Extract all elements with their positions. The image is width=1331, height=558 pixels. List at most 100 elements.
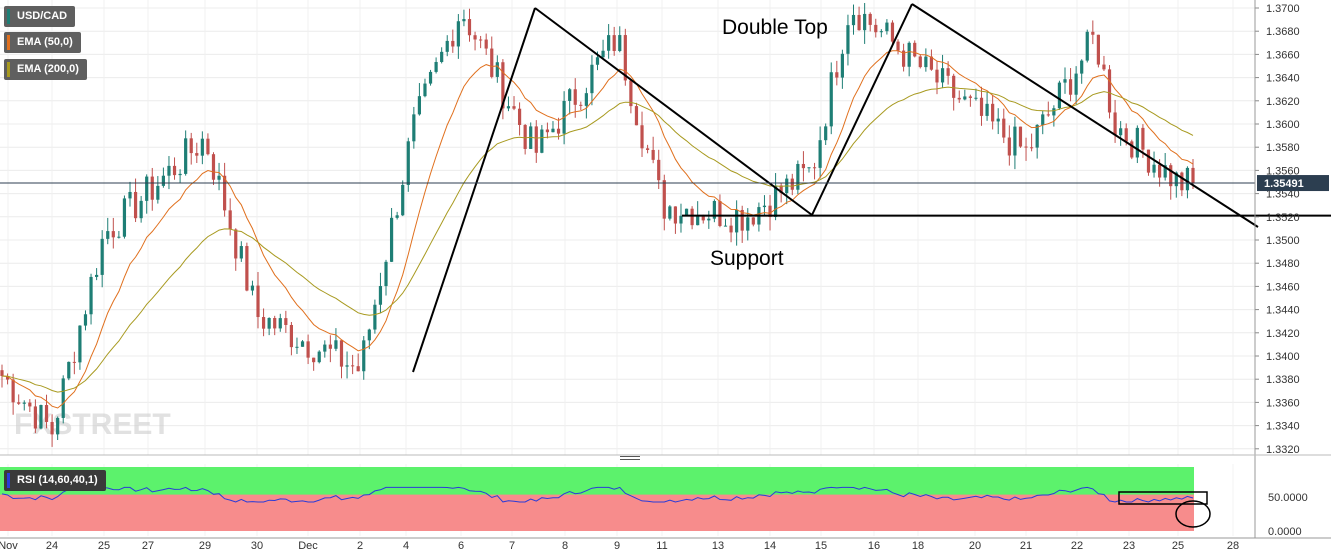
double-top-label: Double Top: [722, 16, 828, 39]
candle-body: [735, 209, 739, 233]
panel-resize-handle[interactable]: [620, 456, 640, 462]
candle-body: [1057, 82, 1062, 109]
candle-body: [451, 40, 455, 47]
candle-body: [106, 231, 110, 239]
candle-body: [5, 375, 10, 380]
x-tick-label: 9: [614, 540, 620, 552]
legend-ema50[interactable]: EMA (50,0): [4, 32, 81, 53]
candle-body: [389, 217, 394, 262]
candle-body: [1169, 165, 1173, 187]
grid: [0, 0, 1255, 536]
candle-body: [751, 217, 755, 225]
candle-body: [434, 61, 438, 72]
candle-body: [95, 274, 99, 277]
candle-body: [684, 208, 689, 216]
candle-body: [1013, 126, 1017, 156]
x-tick-label: Dec: [298, 540, 318, 552]
candle-body: [634, 106, 639, 126]
x-tick-label: 27: [142, 540, 154, 552]
candle-body: [334, 340, 338, 349]
x-tick-label: 14: [764, 540, 776, 552]
legend-symbol[interactable]: USD/CAD: [4, 6, 76, 27]
rsi-oversold-zone: [0, 494, 1194, 531]
candle-body: [1096, 34, 1100, 65]
rsi-overbought-zone: [0, 467, 1194, 498]
candle-body: [67, 361, 71, 379]
ema-50-line: [1, 50, 1194, 409]
candle-body: [1130, 141, 1134, 158]
candle-body: [256, 285, 260, 318]
price-tick-label: 1.3680: [1266, 26, 1300, 38]
legend-rsi-label: RSI (14,60,40,1): [17, 474, 98, 486]
candle-body: [963, 96, 967, 100]
x-tick-label: 2: [357, 540, 363, 552]
candle-body: [540, 129, 544, 153]
candle-body: [1035, 124, 1039, 148]
candle-body: [312, 357, 316, 363]
candle-body: [395, 215, 399, 218]
candle-body: [773, 185, 778, 217]
candle-body: [612, 35, 616, 51]
price-tick-label: 1.3620: [1266, 96, 1300, 108]
x-tick-label: 16: [868, 540, 880, 552]
legend-ema200[interactable]: EMA (200,0): [4, 59, 87, 80]
candle-body: [618, 35, 622, 51]
candle-body: [206, 138, 210, 155]
candle-body: [267, 318, 271, 329]
candle-body: [339, 340, 344, 367]
candle-body: [83, 314, 88, 326]
price-tick-label: 1.3380: [1266, 374, 1300, 386]
candle-body: [1002, 118, 1006, 138]
candle-body: [1174, 172, 1178, 187]
legend-rsi[interactable]: RSI (14,60,40,1): [4, 470, 106, 491]
x-tick-label: 11: [656, 540, 667, 552]
price-tick-label: 1.3340: [1266, 421, 1300, 433]
candle-body: [979, 97, 984, 116]
x-tick-label: 25: [1172, 540, 1184, 552]
candle-body: [445, 40, 449, 52]
candle-body: [929, 56, 934, 70]
candle-body: [718, 201, 722, 226]
candle-body: [423, 83, 427, 97]
candle-body: [178, 173, 182, 176]
candle-body: [373, 304, 377, 330]
price-tick-label: 1.3400: [1266, 351, 1300, 363]
candle-body: [668, 206, 672, 219]
candle-body: [89, 276, 93, 315]
candle-body: [940, 68, 945, 83]
candle-body: [796, 163, 800, 190]
candle-body: [161, 175, 165, 186]
x-tick-label: 13: [712, 540, 724, 552]
candle-body: [1102, 64, 1106, 70]
candle-body: [985, 103, 989, 116]
candle-body: [289, 324, 294, 348]
x-tick-label: 6: [458, 540, 464, 552]
candle-body: [1007, 137, 1011, 156]
candle-body: [11, 379, 15, 403]
candle-body: [100, 238, 104, 275]
candle-body: [1163, 165, 1167, 178]
candle-body: [417, 96, 422, 115]
candle-body: [874, 24, 878, 33]
candle-body: [72, 361, 76, 363]
candle-body: [111, 231, 115, 238]
candle-body: [545, 129, 550, 133]
price-tick-label: 1.3460: [1266, 281, 1300, 293]
candle-body: [896, 41, 900, 51]
candle-body: [534, 126, 538, 153]
candle-body: [974, 97, 978, 99]
ema-lines: [1, 50, 1194, 409]
legend-symbol-label: USD/CAD: [17, 10, 68, 22]
candle-body: [223, 175, 227, 211]
candle-body: [117, 236, 121, 238]
watermark: FXSTREET: [14, 408, 171, 441]
price-tick-label: 1.3640: [1266, 73, 1300, 85]
candle-body: [601, 50, 605, 58]
candle-body: [952, 75, 956, 98]
candle-body: [729, 225, 733, 233]
candle-body: [551, 128, 555, 133]
candle-body: [595, 57, 600, 65]
candle-body: [840, 53, 844, 78]
candle-body: [1152, 164, 1156, 173]
